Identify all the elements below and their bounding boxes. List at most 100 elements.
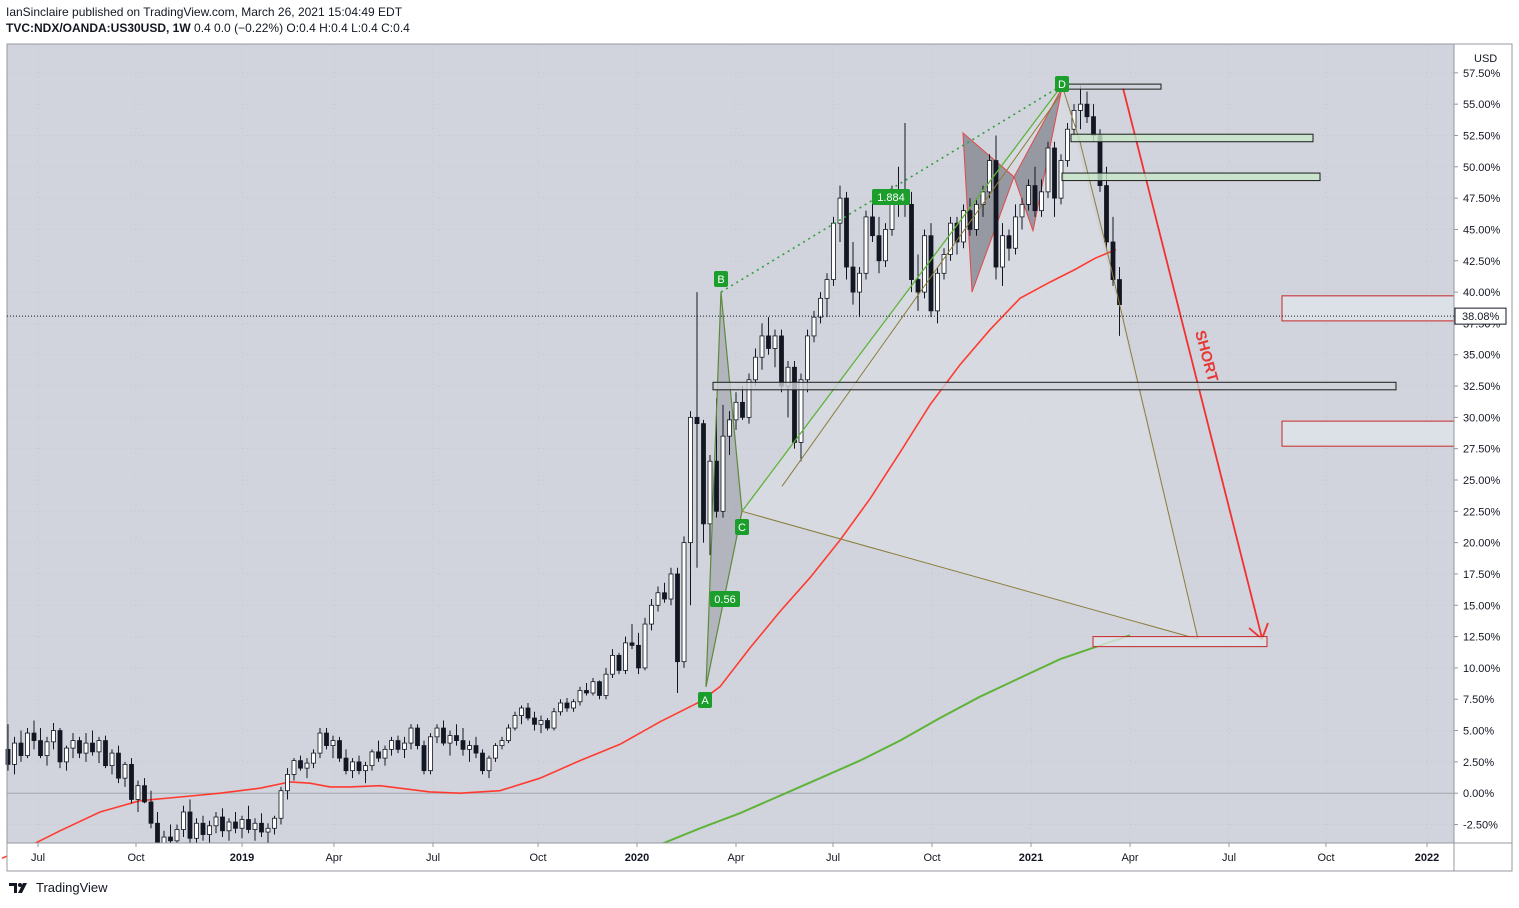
candle	[467, 740, 472, 762]
candle	[1000, 223, 1005, 286]
candle	[629, 624, 635, 650]
candle-body	[746, 379, 752, 418]
tradingview-logo-icon	[9, 882, 27, 893]
candle	[681, 536, 687, 668]
candle	[96, 736, 102, 764]
candle-body	[44, 741, 50, 757]
candle	[109, 749, 115, 775]
candle-body	[909, 203, 914, 280]
candle-body	[298, 760, 303, 769]
candle-body	[278, 790, 284, 819]
candle	[330, 735, 336, 759]
y-tick-label: 12.50%	[1463, 632, 1501, 644]
candle-body	[168, 836, 173, 842]
x-tick-label: Jul	[426, 852, 440, 864]
candle	[226, 818, 232, 841]
candle-body	[1084, 103, 1090, 118]
price-axis[interactable]	[1454, 44, 1512, 843]
candle-body	[779, 335, 784, 387]
candle-body	[675, 573, 680, 663]
candle	[90, 730, 95, 756]
candle	[187, 799, 193, 844]
candle-body	[252, 822, 258, 830]
x-tick-label: Oct	[529, 852, 546, 864]
zone-resistance	[1070, 133, 1314, 143]
y-tick-label: 50.00%	[1463, 162, 1501, 174]
badge-c: C	[735, 519, 749, 535]
candle	[38, 728, 43, 759]
candle	[623, 636, 628, 675]
candle-body	[707, 460, 713, 525]
candle	[519, 705, 524, 725]
candle-body	[1052, 147, 1057, 199]
badge-a-text: A	[701, 695, 709, 707]
candle-body	[220, 816, 225, 832]
candle-body	[415, 727, 420, 746]
c-target-leg	[741, 510, 1199, 640]
candle	[434, 724, 440, 744]
candle	[252, 818, 258, 841]
last-price-box	[1454, 307, 1507, 325]
inner-triangle-1	[962, 131, 1015, 293]
bd-dotted-line	[720, 84, 1063, 293]
symbol-name: TVC:NDX/OANDA:US30USD, 1W	[6, 21, 191, 35]
candle	[662, 582, 667, 603]
candle-body	[551, 711, 557, 729]
y-tick-label: 40.00%	[1463, 287, 1501, 299]
candle	[746, 373, 752, 424]
candle-body	[818, 297, 823, 318]
candle-body	[194, 822, 199, 839]
x-tick-label: Apr	[727, 852, 744, 864]
candle-body	[376, 751, 381, 759]
candle	[148, 790, 154, 829]
candle-body	[1000, 235, 1005, 268]
candle	[948, 216, 953, 261]
candle-body	[850, 266, 856, 293]
candle	[883, 223, 888, 268]
y-tick-label: -2.50%	[1463, 820, 1498, 832]
candle	[636, 632, 641, 675]
candle-body	[1013, 216, 1018, 249]
candle-body	[512, 715, 518, 729]
candle	[863, 210, 869, 280]
candle	[239, 815, 245, 839]
candle-body	[311, 752, 316, 764]
y-tick-label: 27.50%	[1463, 444, 1501, 456]
candle	[850, 241, 856, 305]
candle-body	[337, 740, 342, 759]
cd-leg	[741, 84, 1063, 512]
y-tick-label: 30.00%	[1463, 412, 1501, 424]
candle	[668, 567, 674, 606]
candle-body	[701, 423, 706, 525]
candle	[285, 768, 290, 800]
candle-body	[181, 811, 186, 830]
candle	[200, 815, 206, 841]
badge-b-bg	[714, 271, 728, 287]
candle	[506, 724, 511, 744]
candle-body	[77, 740, 82, 754]
candle-body	[467, 745, 472, 750]
time-axis[interactable]	[7, 843, 1454, 871]
candle	[103, 735, 108, 769]
candle	[447, 730, 453, 756]
y-tick-label: 45.00%	[1463, 224, 1501, 236]
currency-label: USD	[1474, 53, 1497, 65]
candle	[967, 198, 973, 236]
candle-body	[967, 210, 973, 230]
pattern-badges: A B C D 0.56 1.884	[698, 76, 1069, 708]
candle	[818, 292, 823, 324]
candle-body	[402, 742, 407, 750]
candle	[1006, 229, 1012, 261]
candle	[740, 386, 745, 420]
candle	[961, 204, 966, 249]
candle-body	[798, 379, 804, 443]
candle	[759, 323, 765, 370]
candle-body	[51, 730, 56, 743]
candle	[376, 740, 381, 762]
candle	[499, 736, 505, 750]
candle-body	[330, 740, 336, 746]
y-tick-label: 7.50%	[1463, 694, 1494, 706]
candle-body	[64, 747, 69, 763]
candle	[694, 292, 700, 568]
